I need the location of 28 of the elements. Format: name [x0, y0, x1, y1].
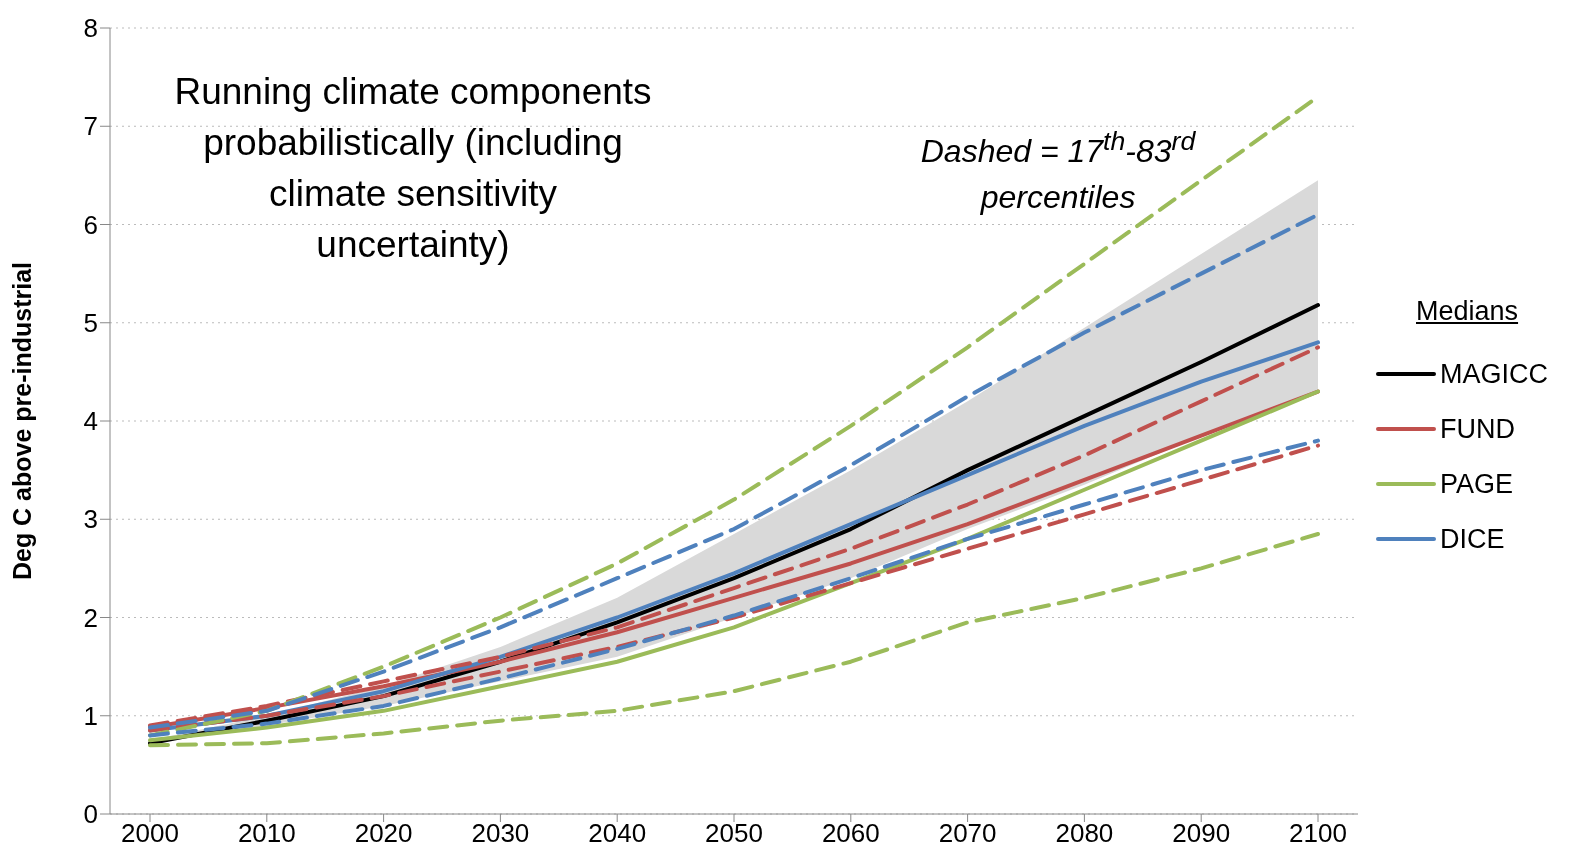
x-tick-label: 2020	[354, 818, 413, 849]
x-tick-label: 2060	[821, 818, 880, 849]
x-tick-label: 2050	[705, 818, 763, 849]
y-tick-label: 0	[83, 799, 98, 830]
legend-label: DICE	[1440, 523, 1505, 555]
x-tick-label: 2080	[1055, 818, 1114, 849]
x-tick-label: 2030	[471, 818, 530, 849]
x-tick-label: 2100	[1289, 818, 1347, 849]
annotation: Running climate components probabilistically (including climate sensitivity uncertainty)	[173, 70, 653, 267]
y-tick-label: 8	[83, 13, 98, 44]
legend-title: Medians	[1416, 295, 1520, 327]
y-tick-label: 6	[83, 209, 98, 240]
x-tick-label: 2010	[237, 818, 296, 849]
x-tick-label: 2070	[938, 818, 997, 849]
legend-label: FUND	[1440, 413, 1515, 445]
y-tick-label: 3	[83, 504, 98, 535]
y-tick-label: 5	[83, 307, 98, 338]
x-tick-label: 2040	[588, 818, 647, 849]
x-tick-label: 2090	[1172, 818, 1231, 849]
x-tick-label: 2000	[121, 818, 179, 849]
y-tick-label: 7	[83, 111, 98, 142]
legend-label: MAGICC	[1440, 358, 1548, 390]
legend-label: PAGE	[1440, 468, 1514, 500]
y-tick-label: 1	[83, 700, 98, 731]
y-tick-label: 4	[83, 406, 98, 437]
y-axis-title: Deg C above pre-industrial	[7, 261, 36, 581]
y-tick-label: 2	[83, 602, 98, 633]
text: Dashed = 17$^{th}$-83$^{rd}$ percentiles	[920, 126, 1196, 215]
